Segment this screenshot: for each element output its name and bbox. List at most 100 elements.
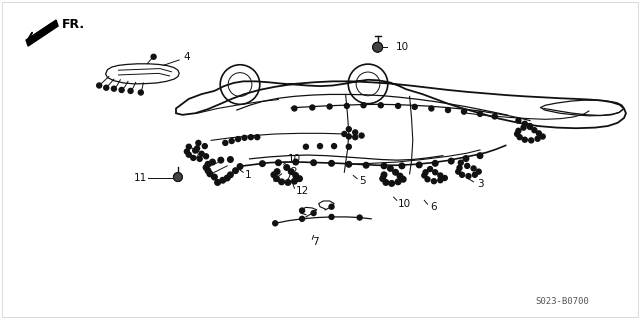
Circle shape [396,103,401,108]
Circle shape [346,144,351,149]
Circle shape [378,103,383,108]
Circle shape [204,154,209,159]
Circle shape [173,173,182,182]
Circle shape [381,172,387,178]
Circle shape [536,131,541,136]
Circle shape [438,178,443,183]
Circle shape [273,221,278,226]
Circle shape [204,165,209,170]
Circle shape [205,161,211,167]
Circle shape [466,174,471,179]
Circle shape [236,137,241,142]
Circle shape [138,90,143,95]
Circle shape [460,172,465,177]
Circle shape [540,134,545,139]
Text: 6: 6 [430,202,436,212]
Circle shape [186,144,191,149]
Circle shape [357,215,362,220]
Text: 10: 10 [396,42,409,52]
Circle shape [207,171,212,177]
Circle shape [461,109,467,114]
Circle shape [248,135,253,140]
Circle shape [522,121,527,126]
Circle shape [195,146,200,151]
Circle shape [353,135,358,140]
Circle shape [383,180,388,185]
Circle shape [303,144,308,149]
Text: 11: 11 [134,173,147,183]
Circle shape [311,160,316,166]
Circle shape [293,173,298,178]
Circle shape [289,169,294,174]
Circle shape [428,167,433,172]
Text: 4: 4 [184,52,190,62]
Circle shape [242,135,247,140]
Circle shape [522,137,527,142]
Circle shape [429,106,434,111]
Circle shape [399,163,404,169]
Circle shape [191,155,196,160]
Circle shape [442,175,447,181]
Circle shape [111,86,116,91]
Circle shape [205,168,211,174]
Circle shape [346,127,351,132]
Circle shape [527,123,532,129]
Circle shape [476,169,481,174]
Circle shape [389,181,394,186]
Circle shape [255,135,260,140]
Circle shape [104,85,109,90]
Circle shape [271,172,276,178]
Circle shape [477,153,483,159]
Circle shape [233,168,238,174]
Circle shape [260,161,265,167]
Text: 7: 7 [312,237,319,247]
Circle shape [396,179,401,185]
Text: 10: 10 [288,154,301,165]
Circle shape [300,216,305,221]
Circle shape [329,160,334,166]
Circle shape [274,176,279,182]
Circle shape [393,169,398,175]
Circle shape [151,54,156,59]
Circle shape [516,118,521,123]
Circle shape [218,157,223,163]
Circle shape [401,176,406,182]
Circle shape [196,140,201,145]
Text: S023-B0700: S023-B0700 [535,297,589,306]
Circle shape [361,103,366,108]
Circle shape [300,208,305,213]
Circle shape [310,105,315,110]
Circle shape [422,173,427,178]
Circle shape [359,133,364,138]
Circle shape [292,178,297,184]
Circle shape [433,170,438,175]
Circle shape [97,83,102,88]
Circle shape [128,88,133,93]
Circle shape [275,169,280,174]
Circle shape [449,158,454,164]
Circle shape [456,169,461,174]
Circle shape [458,160,463,165]
Circle shape [472,172,477,177]
Circle shape [417,162,422,168]
Circle shape [237,164,243,169]
Circle shape [293,159,298,165]
Text: 2: 2 [290,167,296,177]
Circle shape [202,144,207,149]
Circle shape [311,211,316,216]
Circle shape [220,177,225,183]
Circle shape [527,124,532,130]
Circle shape [285,180,291,185]
Circle shape [516,128,521,133]
Circle shape [438,173,443,178]
Circle shape [457,165,462,170]
Circle shape [380,176,385,182]
Circle shape [228,172,233,178]
Circle shape [372,42,383,52]
Circle shape [327,104,332,109]
Circle shape [329,204,334,209]
Circle shape [492,114,497,119]
Circle shape [199,151,204,156]
Text: 12: 12 [296,186,309,196]
Circle shape [353,130,358,135]
